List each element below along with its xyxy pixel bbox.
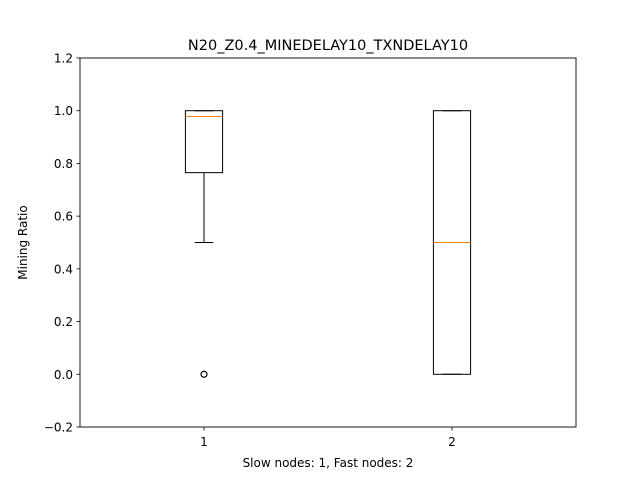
- box-group-2: [432, 110, 472, 375]
- y-axis-label: Mining Ratio: [16, 205, 30, 279]
- y-tick-label: −0.2: [44, 421, 73, 435]
- outlier-point: [200, 370, 208, 378]
- box-iqr: [184, 110, 224, 174]
- box-series: [184, 110, 472, 378]
- x-tick-label: 2: [448, 435, 456, 449]
- y-tick-label: 1.2: [54, 52, 73, 66]
- y-tick-label: 0.0: [54, 368, 73, 382]
- plot-frame: [79, 57, 577, 428]
- y-axis-ticks: −0.2 0.0 0.2 0.4 0.6 0.8 1.0 1.2: [44, 52, 80, 435]
- y-tick-label: 0.2: [54, 315, 73, 329]
- y-tick-label: 0.6: [54, 210, 73, 224]
- y-tick-label: 0.8: [54, 157, 73, 171]
- y-tick-label: 1.0: [54, 104, 73, 118]
- box-group-1: [184, 110, 224, 378]
- x-axis-label: Slow nodes: 1, Fast nodes: 2: [243, 456, 414, 470]
- chart-title: N20_Z0.4_MINEDELAY10_TXNDELAY10: [188, 38, 468, 54]
- y-tick-label: 0.4: [54, 262, 73, 276]
- x-tick-label: 1: [200, 435, 208, 449]
